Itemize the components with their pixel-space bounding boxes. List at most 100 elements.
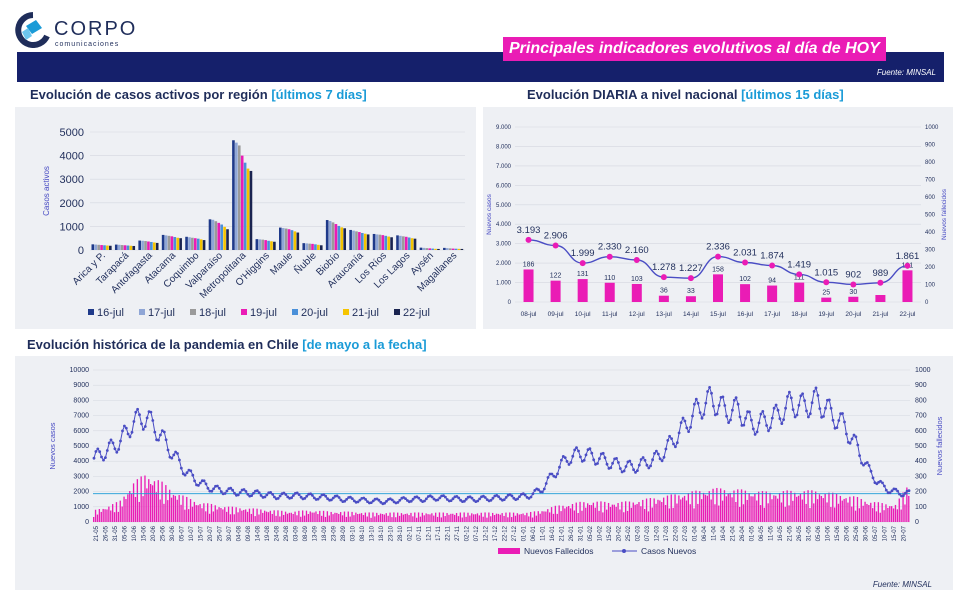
bar-nuevos-fallecidos	[353, 515, 355, 522]
bar-nuevos-fallecidos	[693, 508, 695, 522]
bar-nuevos-fallecidos	[366, 516, 368, 522]
point-casos-nuevos	[579, 455, 582, 459]
point-casos-nuevos	[463, 499, 466, 503]
bar-nuevos-fallecidos	[564, 508, 566, 522]
point-casos-nuevos	[219, 490, 223, 493]
x-tick-label: 25-02	[626, 525, 632, 541]
point-casos-nuevos	[877, 279, 884, 286]
bar-18-jul	[237, 145, 241, 250]
point-casos-nuevos	[371, 499, 375, 503]
y2-tick-label: 0	[925, 300, 929, 306]
bar-nuevos-fallecidos	[446, 513, 448, 522]
bar-nuevos-fallecidos	[182, 495, 184, 522]
x-tick-label: 20-06	[844, 525, 850, 541]
bar-nuevos-fallecidos	[142, 496, 144, 522]
bar-nuevos-fallecidos	[307, 513, 310, 522]
bar-nuevos-fallecidos	[549, 512, 551, 522]
x-tick-label: Maule	[268, 250, 295, 277]
bar-nuevos-fallecidos	[416, 517, 418, 522]
x-tick-label: 23-09	[331, 525, 337, 541]
point-casos-nuevos	[554, 475, 558, 479]
y2-tick-label: 200	[915, 489, 927, 496]
bar-nuevos-fallecidos	[851, 506, 853, 522]
point-casos-nuevos	[615, 457, 618, 460]
bar-nuevos-fallecidos	[115, 502, 118, 522]
bar-nuevos-fallecidos	[279, 516, 281, 522]
bar-nuevos-fallecidos	[611, 504, 614, 522]
bar-nuevos-fallecidos	[604, 501, 606, 522]
bar-nuevos-fallecidos	[429, 514, 431, 522]
point-casos-nuevos	[603, 456, 607, 460]
bar-nuevos-fallecidos	[712, 488, 714, 522]
x-tick-label: 01-01	[521, 525, 527, 541]
page-title: Principales indicadores evolutivos al dí…	[503, 37, 886, 61]
point-casos-nuevos	[835, 426, 839, 429]
point-casos-nuevos	[852, 433, 856, 437]
daily-combo-chart: 0 1.000 2.000 3.000 4.000 5.000 6.000 7.000 8.00…	[486, 125, 948, 318]
bar-nuevos-fallecidos	[431, 513, 433, 522]
point-casos-nuevos	[904, 262, 911, 269]
bar-nuevos-fallecidos	[372, 512, 374, 522]
bar-nuevos-fallecidos	[541, 511, 543, 522]
point-casos-nuevos	[303, 497, 307, 500]
section-title-regions-text: Evolución de casos activos por región	[30, 87, 268, 102]
point-casos-nuevos	[331, 496, 335, 500]
bar-nuevos-fallecidos	[357, 513, 359, 522]
y2-tick-label: 1000	[915, 367, 931, 374]
y2-tick-label: 900	[925, 143, 936, 149]
bar-nuevos-fallecidos	[127, 494, 129, 522]
point-casos-nuevos	[311, 494, 314, 497]
bar-nuevos-fallecidos	[701, 499, 703, 522]
point-casos-nuevos	[883, 484, 886, 488]
x-tick-label: 24-08	[274, 525, 280, 541]
point-casos-nuevos	[229, 486, 233, 490]
point-casos-nuevos	[592, 458, 596, 462]
y2-tick-label: 700	[915, 413, 927, 420]
bar-nuevos-fallecidos	[436, 516, 439, 522]
point-casos-nuevos	[693, 402, 696, 406]
y-tick-label: 5000	[60, 127, 84, 139]
bar-nuevos-fallecidos	[691, 491, 693, 522]
point-casos-nuevos	[896, 489, 899, 493]
bar-17-jul	[258, 239, 262, 250]
logo-tagline: comunicaciones	[55, 41, 120, 48]
bar-nuevos-fallecidos	[220, 508, 222, 522]
bar-nuevos-fallecidos	[457, 516, 460, 522]
bar-nuevos-fallecidos	[588, 504, 591, 522]
y-tick-label: 2000	[60, 198, 84, 210]
y2-axis-title: Nuevos fallecidos	[935, 416, 944, 475]
bar-nuevos-fallecidos	[256, 508, 258, 522]
point-casos-nuevos	[770, 416, 774, 420]
bar-22-jul	[179, 238, 182, 250]
bar-19-jul	[404, 236, 408, 250]
bar-nuevos-fallecidos	[305, 510, 308, 522]
point-casos-nuevos	[126, 432, 130, 436]
bar-nuevos-fallecidos	[849, 496, 851, 522]
bar-nuevos-fallecidos	[476, 513, 479, 522]
point-casos-nuevos	[869, 469, 873, 473]
bar-nuevos-fallecidos	[113, 512, 116, 522]
bar-nuevos-fallecidos	[520, 514, 522, 522]
x-tick-label: 25-06	[854, 525, 860, 541]
bar-nuevos-fallecidos	[157, 480, 159, 522]
y2-tick-label: 0	[915, 519, 919, 526]
point-casos-nuevos	[445, 498, 449, 501]
bar-nuevos-fallecidos	[900, 509, 902, 522]
x-tick-label: 20-07	[208, 525, 214, 541]
bar-22-jul	[109, 245, 112, 250]
history-chart-panel: 0 1000 2000 3000 4000 5000 6000 7000 8000 9000 100…	[15, 356, 953, 590]
bar-nuevos-fallecidos	[440, 517, 443, 522]
point-casos-nuevos	[824, 406, 827, 410]
bar-nuevos-fallecidos	[638, 502, 640, 522]
bar-nuevos-fallecidos	[393, 512, 395, 522]
point-casos-nuevos	[637, 463, 641, 467]
point-casos-nuevos	[843, 420, 846, 424]
bar-nuevos-fallecidos	[423, 515, 425, 522]
point-casos-nuevos	[119, 439, 122, 443]
bar-nuevos-fallecidos	[868, 505, 870, 522]
point-casos-nuevos	[212, 487, 216, 491]
point-casos-nuevos	[117, 448, 121, 451]
bar-nuevos-fallecidos	[317, 514, 319, 522]
bar-nuevos-fallecidos	[144, 475, 146, 522]
point-casos-nuevos	[282, 491, 286, 495]
